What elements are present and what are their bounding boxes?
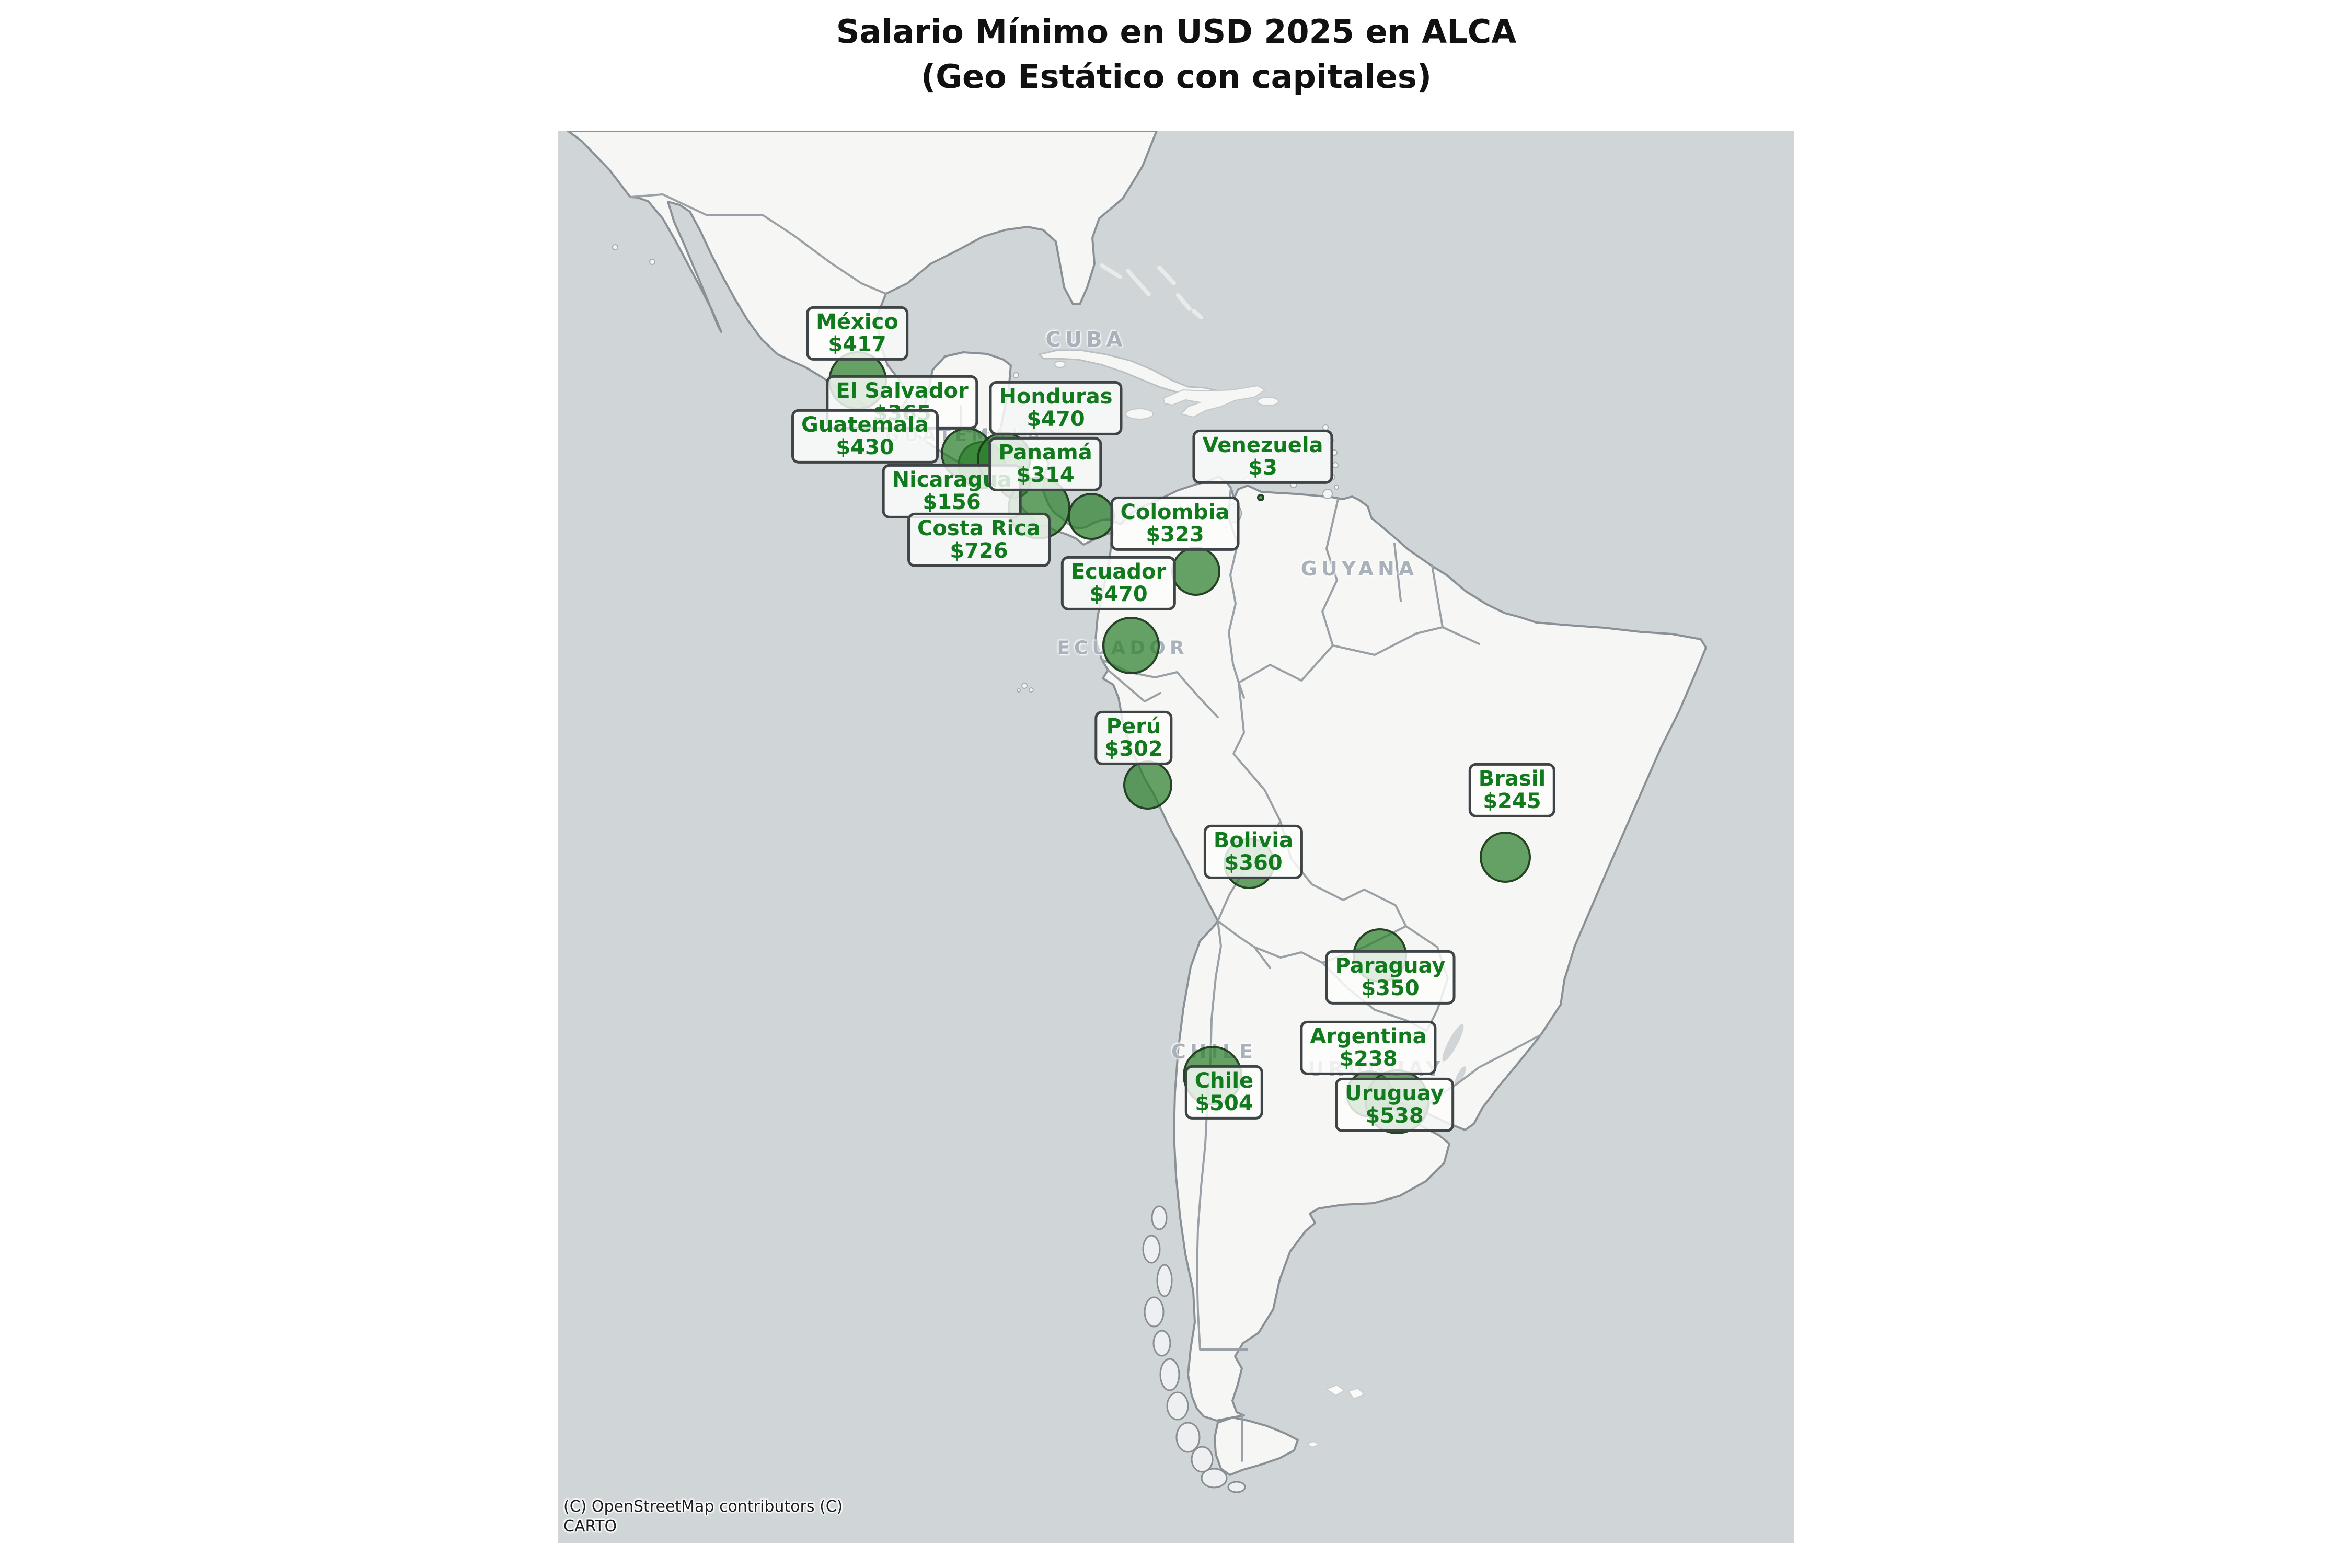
hispaniola-island: [1163, 385, 1265, 418]
tierra-del-fuego-island: [1214, 1416, 1299, 1476]
country-name: Venezuela: [1202, 433, 1323, 457]
country-salary-value: $430: [836, 435, 894, 459]
country-salary-value: $360: [1224, 851, 1283, 875]
country-marker-ecuador: [1102, 617, 1160, 674]
country-salary-value: $470: [1027, 407, 1085, 431]
country-label-honduras: Honduras $470: [989, 381, 1123, 436]
bahamas-islands: [1100, 263, 1203, 319]
country-label-mexico: México $417: [806, 306, 908, 361]
country-label-colombia: Colombia $323: [1110, 496, 1240, 551]
country-name: México: [816, 309, 898, 334]
country-salary-value: $314: [1016, 463, 1075, 487]
country-name: Argentina: [1310, 1024, 1427, 1048]
country-name: Perú: [1106, 714, 1161, 739]
country-label-peru: Perú $302: [1094, 710, 1173, 766]
pacific-islands: [612, 244, 1034, 693]
country-label-guatemala: Guatemala $430: [791, 409, 939, 464]
attribution-line1: (C) OpenStreetMap contributors (C): [563, 1497, 843, 1516]
country-salary-value: $470: [1089, 582, 1148, 606]
country-salary-value: $323: [1146, 523, 1204, 547]
country-salary-value: $3: [1248, 456, 1277, 480]
country-marker-panama: [1068, 493, 1115, 540]
country-label-uruguay: Uruguay $538: [1335, 1077, 1454, 1133]
country-salary-value: $538: [1365, 1104, 1424, 1128]
country-marker-brasil: [1480, 832, 1531, 883]
country-marker-peru: [1123, 760, 1172, 810]
country-label-costa-rica: Costa Rica $726: [907, 512, 1051, 568]
map-attribution: (C) OpenStreetMap contributors (C) CARTO: [563, 1497, 843, 1536]
country-name: El Salvador: [836, 378, 969, 403]
figure-title-line1: Salario Mínimo en USD 2025 en ALCA: [836, 13, 1517, 51]
country-salary-value: $156: [923, 490, 981, 514]
country-label-venezuela: Venezuela $3: [1192, 429, 1333, 485]
country-salary-value: $726: [950, 539, 1008, 563]
country-salary-value: $417: [828, 332, 886, 356]
country-name: Panamá: [998, 440, 1092, 465]
jamaica-island: [1125, 408, 1154, 420]
country-name: Chile: [1194, 1068, 1254, 1093]
isla-juventud: [1054, 361, 1066, 368]
country-marker-colombia: [1171, 547, 1220, 596]
country-name: Brasil: [1478, 766, 1546, 791]
country-label-bolivia: Bolivia $360: [1203, 824, 1304, 880]
country-name: Colombia: [1120, 500, 1230, 524]
lagoa-dos-patos: [1442, 1024, 1466, 1085]
chilean-fjords: [1142, 1205, 1246, 1493]
country-label-panama: Panamá $314: [988, 436, 1102, 492]
country-name: Uruguay: [1345, 1081, 1444, 1105]
country-salary-value: $245: [1483, 789, 1541, 813]
country-name: Guatemala: [801, 412, 929, 437]
country-salary-value: $504: [1195, 1091, 1253, 1115]
basemap-label-guyana: GUYANA: [1300, 557, 1419, 580]
country-salary-value: $350: [1361, 976, 1420, 1000]
country-label-argentina: Argentina $238: [1300, 1020, 1437, 1076]
figure-title: Salario Mínimo en USD 2025 en ALCA (Geo …: [558, 9, 1794, 99]
country-salary-value: $302: [1104, 737, 1163, 761]
falkland-islands: [1305, 1384, 1365, 1448]
country-name: Ecuador: [1070, 559, 1167, 584]
puerto-rico-island: [1257, 397, 1279, 406]
map-canvas: CUBAGUYANAECUADORGUATEMALACHILEURUGUAY M…: [558, 131, 1794, 1543]
country-name: Bolivia: [1213, 828, 1294, 852]
figure-title-line2: (Geo Estático con capitales): [920, 57, 1432, 96]
country-label-ecuador: Ecuador $470: [1060, 556, 1177, 611]
country-label-paraguay: Paraguay $350: [1325, 950, 1456, 1005]
country-name: Honduras: [999, 384, 1113, 409]
country-label-chile: Chile $504: [1184, 1065, 1264, 1120]
country-name: Paraguay: [1335, 953, 1446, 978]
country-marker-venezuela: [1257, 494, 1264, 501]
country-salary-value: $238: [1339, 1047, 1398, 1071]
attribution-line2: CARTO: [563, 1517, 617, 1536]
basemap-svg: [558, 131, 1794, 1543]
basemap-label-cuba: CUBA: [1045, 328, 1127, 352]
country-name: Costa Rica: [917, 516, 1041, 540]
country-label-brasil: Brasil $245: [1468, 763, 1556, 818]
